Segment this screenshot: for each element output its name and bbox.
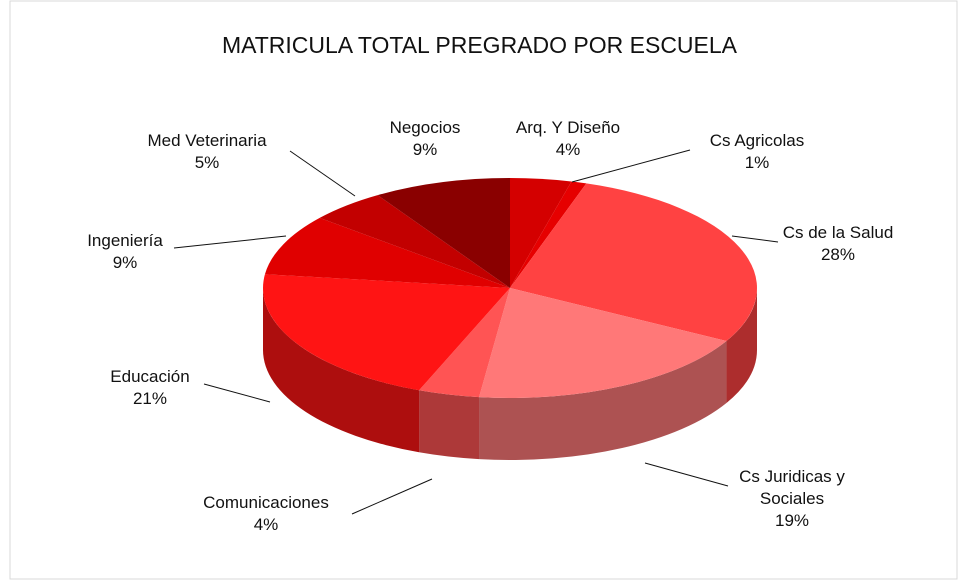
pie-slice: [419, 288, 510, 398]
leader-line: [289, 150, 356, 197]
pie-slice: [479, 288, 727, 398]
label-name: Educación: [110, 367, 190, 386]
pie-slice: [510, 181, 587, 288]
pie-slice-side: [419, 390, 480, 460]
label-name: Med Veterinaria: [147, 131, 267, 150]
data-label: Educación 21%: [110, 366, 189, 410]
label-name: Ingeniería: [87, 231, 163, 250]
label-name: Cs de la Salud: [782, 223, 894, 242]
chart-border: [9, 0, 958, 580]
label-value: 4%: [253, 515, 279, 534]
pie-slice: [263, 274, 510, 391]
label-name: Cs Agricolas: [709, 131, 805, 150]
label-value: 4%: [555, 140, 581, 159]
label-value: 5%: [194, 153, 220, 172]
label-name: Cs Juridicas y Sociales: [739, 467, 845, 508]
pie-slice-side: [479, 340, 727, 461]
pie-slice: [264, 217, 510, 288]
data-label: Ingeniería 9%: [87, 230, 163, 274]
label-name: Arq. Y Diseño: [515, 118, 621, 137]
pie-slice: [319, 195, 510, 288]
chart-title: MATRICULA TOTAL PREGRADO POR ESCUELA: [221, 32, 738, 58]
label-value: 1%: [744, 153, 770, 172]
pie-slice: [510, 183, 757, 341]
label-value: 21%: [132, 389, 168, 408]
label-name: Negocios: [389, 118, 461, 137]
pie-slice-side: [726, 288, 757, 403]
leader-line: [571, 149, 691, 183]
data-label: Med Veterinaria 5%: [147, 130, 266, 174]
data-label: Cs Juridicas y Sociales 19%: [717, 466, 867, 532]
label-value: 28%: [820, 245, 856, 264]
leader-line: [351, 478, 433, 515]
pie-slice: [377, 178, 510, 288]
pie-slice: [510, 178, 572, 288]
label-value: 9%: [412, 140, 438, 159]
data-label: Comunicaciones 4%: [203, 492, 329, 536]
data-label: Cs de la Salud 28%: [783, 222, 894, 266]
label-value: 9%: [112, 253, 138, 272]
pie-slice-side: [263, 288, 420, 453]
data-label: Arq. Y Diseño 4%: [516, 117, 620, 161]
data-label: Negocios 9%: [390, 117, 461, 161]
data-label: Cs Agricolas 1%: [710, 130, 804, 174]
label-name: Comunicaciones: [203, 493, 329, 512]
leader-line: [731, 235, 779, 243]
leader-line: [644, 462, 729, 487]
leader-line: [203, 383, 271, 403]
label-value: 19%: [774, 511, 810, 530]
leader-line: [173, 235, 287, 249]
